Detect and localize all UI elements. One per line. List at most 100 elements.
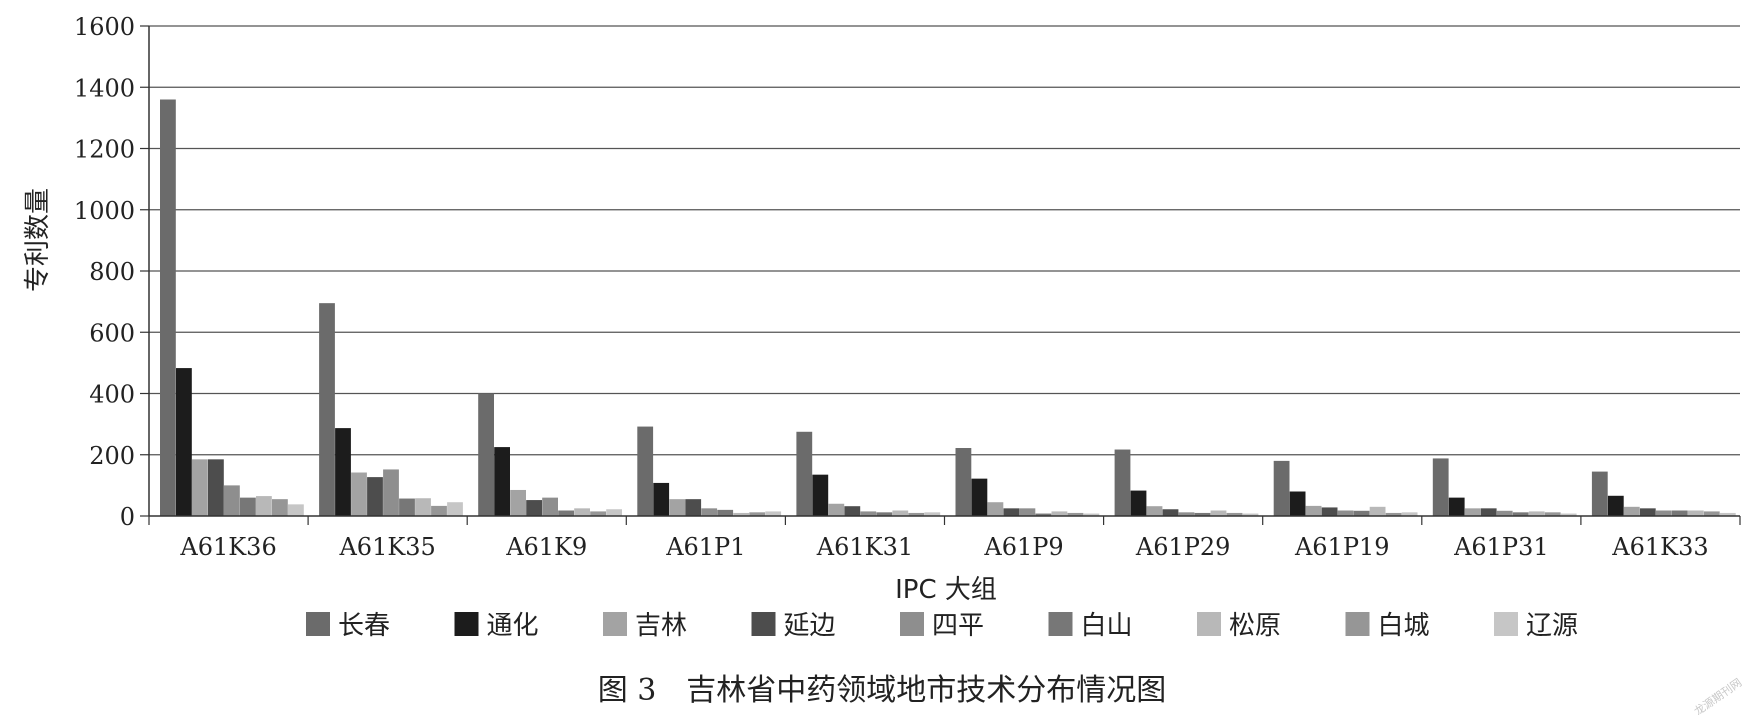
x-tick-label: A61K35 bbox=[338, 533, 435, 561]
bar bbox=[1448, 497, 1465, 517]
bar bbox=[765, 511, 782, 516]
bar bbox=[1194, 512, 1211, 516]
legend-swatch bbox=[306, 612, 330, 636]
bar bbox=[447, 502, 463, 516]
bar bbox=[351, 472, 367, 516]
bar bbox=[1528, 511, 1545, 516]
x-tick-label: A61P9 bbox=[983, 533, 1063, 561]
bar bbox=[1687, 510, 1704, 516]
bar bbox=[653, 482, 670, 516]
bar bbox=[637, 426, 654, 516]
bar bbox=[876, 512, 893, 516]
bar bbox=[160, 99, 176, 516]
bar bbox=[1083, 513, 1100, 516]
bar bbox=[1003, 508, 1020, 516]
bar bbox=[367, 477, 383, 516]
bar bbox=[1146, 506, 1163, 516]
bar bbox=[749, 512, 766, 516]
legend-item: 延边 bbox=[751, 611, 836, 641]
bar bbox=[1289, 491, 1306, 516]
bar bbox=[208, 459, 224, 516]
legend: 长春 通化 吉林 延边 四平 白山 松原 白城 辽源 bbox=[306, 611, 1578, 641]
bar bbox=[383, 469, 399, 516]
y-tick-label: 0 bbox=[120, 503, 135, 531]
bar bbox=[1464, 508, 1481, 516]
bar bbox=[1353, 510, 1370, 516]
legend-item: 长春 bbox=[306, 611, 390, 641]
legend-item: 白山 bbox=[1048, 611, 1133, 641]
bar bbox=[590, 511, 606, 516]
bar bbox=[288, 504, 304, 516]
bars bbox=[160, 99, 1736, 517]
axes bbox=[148, 26, 1741, 525]
y-tick-label: 600 bbox=[89, 319, 135, 347]
legend-label: 长春 bbox=[338, 611, 390, 641]
bar bbox=[796, 431, 813, 516]
legend-label: 延边 bbox=[784, 611, 836, 641]
bar bbox=[1114, 449, 1131, 516]
bar bbox=[1703, 511, 1720, 516]
y-tick-label: 200 bbox=[89, 442, 135, 470]
y-tick-label: 400 bbox=[89, 381, 135, 409]
bar bbox=[860, 511, 877, 516]
bar bbox=[987, 502, 1004, 516]
bar bbox=[1496, 510, 1513, 516]
bar bbox=[510, 489, 526, 516]
legend-label: 白城 bbox=[1378, 611, 1430, 641]
bar bbox=[574, 508, 590, 516]
legend-swatch bbox=[1345, 612, 1370, 636]
bar bbox=[1401, 512, 1418, 516]
legend-label: 通化 bbox=[487, 611, 539, 641]
bar bbox=[812, 474, 829, 516]
bar bbox=[240, 497, 256, 517]
bar bbox=[1655, 510, 1672, 516]
legend-label: 松原 bbox=[1229, 611, 1281, 641]
legend-swatch bbox=[751, 612, 776, 636]
bar bbox=[717, 509, 734, 517]
bar bbox=[1560, 513, 1577, 516]
bar bbox=[176, 368, 192, 516]
legend-item: 松原 bbox=[1197, 611, 1281, 641]
bar bbox=[1719, 512, 1736, 516]
y-tick-label: 1200 bbox=[74, 136, 135, 164]
bar bbox=[1019, 508, 1036, 516]
bar bbox=[1162, 509, 1179, 516]
watermark: 龙源期刊网 bbox=[1691, 675, 1744, 715]
bar bbox=[1671, 510, 1688, 516]
x-tick-labels: A61K36 A61K35 A61K9 A61P1 A61K31 A61P9 A61P29 A… bbox=[179, 533, 1708, 561]
bar bbox=[1178, 512, 1195, 516]
legend-swatch bbox=[603, 612, 627, 636]
legend-swatch bbox=[900, 612, 924, 636]
bar bbox=[558, 510, 574, 516]
bar bbox=[1242, 513, 1259, 516]
bar bbox=[1337, 510, 1354, 516]
legend-label: 白山 bbox=[1081, 611, 1133, 641]
y-tick-label: 1400 bbox=[74, 74, 135, 102]
bar bbox=[542, 497, 558, 517]
bar bbox=[272, 499, 288, 516]
bar bbox=[685, 499, 702, 516]
bar bbox=[892, 510, 909, 516]
bar bbox=[701, 508, 718, 516]
legend-label: 吉林 bbox=[635, 611, 687, 641]
x-tick-label: A61P29 bbox=[1135, 533, 1231, 561]
bar bbox=[1369, 506, 1386, 516]
bar bbox=[1544, 512, 1561, 516]
bar bbox=[733, 512, 750, 516]
legend-item: 吉林 bbox=[603, 611, 687, 641]
x-tick-label: A61P19 bbox=[1294, 533, 1390, 561]
bar bbox=[1273, 460, 1290, 517]
y-tick-label: 1600 bbox=[74, 13, 135, 41]
bar bbox=[924, 512, 941, 516]
bar bbox=[478, 393, 494, 516]
bar bbox=[415, 498, 431, 516]
bar bbox=[1591, 471, 1608, 516]
bar bbox=[399, 498, 415, 516]
bar bbox=[224, 485, 240, 517]
y-tick-labels: 0 200 400 600 800 1000 1200 1400 1600 bbox=[74, 13, 135, 531]
bar bbox=[971, 478, 988, 516]
bar bbox=[494, 447, 510, 516]
bar bbox=[256, 496, 272, 516]
bar bbox=[1385, 512, 1402, 516]
